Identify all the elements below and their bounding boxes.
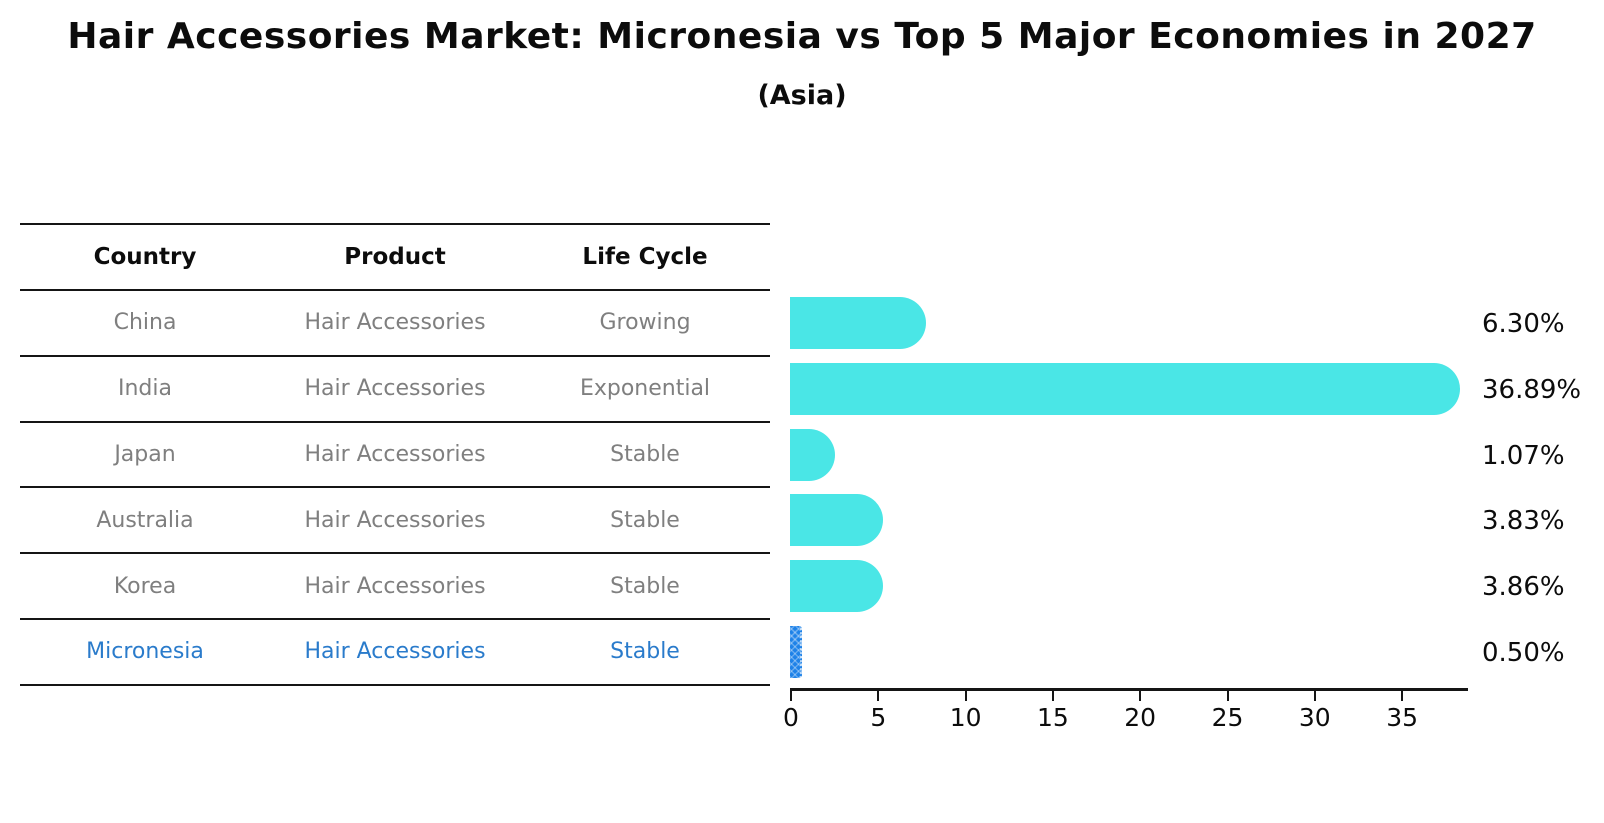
x-tick-25 (1226, 691, 1229, 701)
cell-product: Hair Accessories (304, 376, 486, 402)
cell-product: Hair Accessories (304, 573, 486, 599)
bar-china (790, 297, 926, 349)
cell-country: Micronesia (86, 639, 204, 665)
x-tick-label-10: 10 (949, 703, 982, 732)
table-row-micronesia: Micronesia Hair Accessories Stable (20, 620, 770, 686)
value-label-micronesia: 0.50% (1482, 637, 1565, 668)
cell-life-cycle: Growing (599, 310, 691, 336)
bar-australia (790, 494, 883, 547)
cell-country: India (118, 376, 172, 402)
cell-country: Japan (114, 441, 176, 467)
x-tick-0 (790, 691, 792, 701)
cell-life-cycle: Exponential (579, 376, 711, 402)
x-tick-label-5: 5 (870, 703, 887, 732)
x-tick-15 (1051, 691, 1054, 701)
bar-micronesia (790, 626, 802, 678)
table-header: Country Product Life Cycle (20, 223, 770, 291)
value-label-japan: 1.07% (1482, 440, 1565, 471)
bar-india (790, 362, 1461, 415)
x-tick-label-35: 35 (1386, 703, 1418, 732)
cell-life-cycle: Stable (610, 639, 680, 665)
table-row-japan: Japan Hair Accessories Stable (20, 423, 770, 489)
x-tick-5 (877, 691, 880, 701)
column-header-product: Product (344, 244, 446, 270)
x-tick-35 (1401, 691, 1404, 701)
cell-life-cycle: Stable (610, 573, 680, 599)
cell-product: Hair Accessories (304, 441, 486, 467)
bar-japan (790, 428, 835, 481)
x-tick-20 (1139, 691, 1142, 701)
table-row-australia: Australia Hair Accessories Stable (20, 488, 770, 555)
value-label-australia: 3.83% (1482, 506, 1565, 537)
chart-title: Hair Accessories Market: Micronesia vs T… (67, 16, 1537, 57)
cell-product: Hair Accessories (304, 639, 486, 665)
x-tick-label-25: 25 (1211, 703, 1244, 732)
cell-country: China (113, 310, 177, 336)
cell-life-cycle: Stable (610, 507, 680, 533)
value-label-korea: 3.86% (1482, 572, 1565, 603)
column-header-life-cycle: Life Cycle (582, 244, 708, 270)
x-tick-label-15: 15 (1036, 703, 1069, 732)
table-row-india: India Hair Accessories Exponential (20, 357, 770, 423)
column-header-country: Country (93, 244, 197, 270)
chart-subtitle: (Asia) (757, 80, 847, 111)
cell-country: Korea (113, 573, 177, 599)
table-row-korea: Korea Hair Accessories Stable (20, 554, 770, 620)
value-label-china: 6.30% (1482, 308, 1565, 339)
cell-product: Hair Accessories (304, 507, 486, 533)
x-tick-10 (964, 691, 967, 701)
x-tick-label-20: 20 (1124, 703, 1157, 732)
cell-country: Australia (96, 507, 194, 533)
bar-korea (790, 560, 884, 613)
cell-life-cycle: Stable (610, 441, 680, 467)
table-row-china: China Hair Accessories Growing (20, 291, 770, 357)
x-tick-label-0: 0 (783, 703, 799, 732)
x-axis (790, 688, 1468, 691)
cell-product: Hair Accessories (304, 310, 486, 336)
x-tick-30 (1313, 691, 1316, 701)
value-label-india: 36.89% (1482, 374, 1582, 405)
x-tick-label-30: 30 (1298, 703, 1331, 732)
